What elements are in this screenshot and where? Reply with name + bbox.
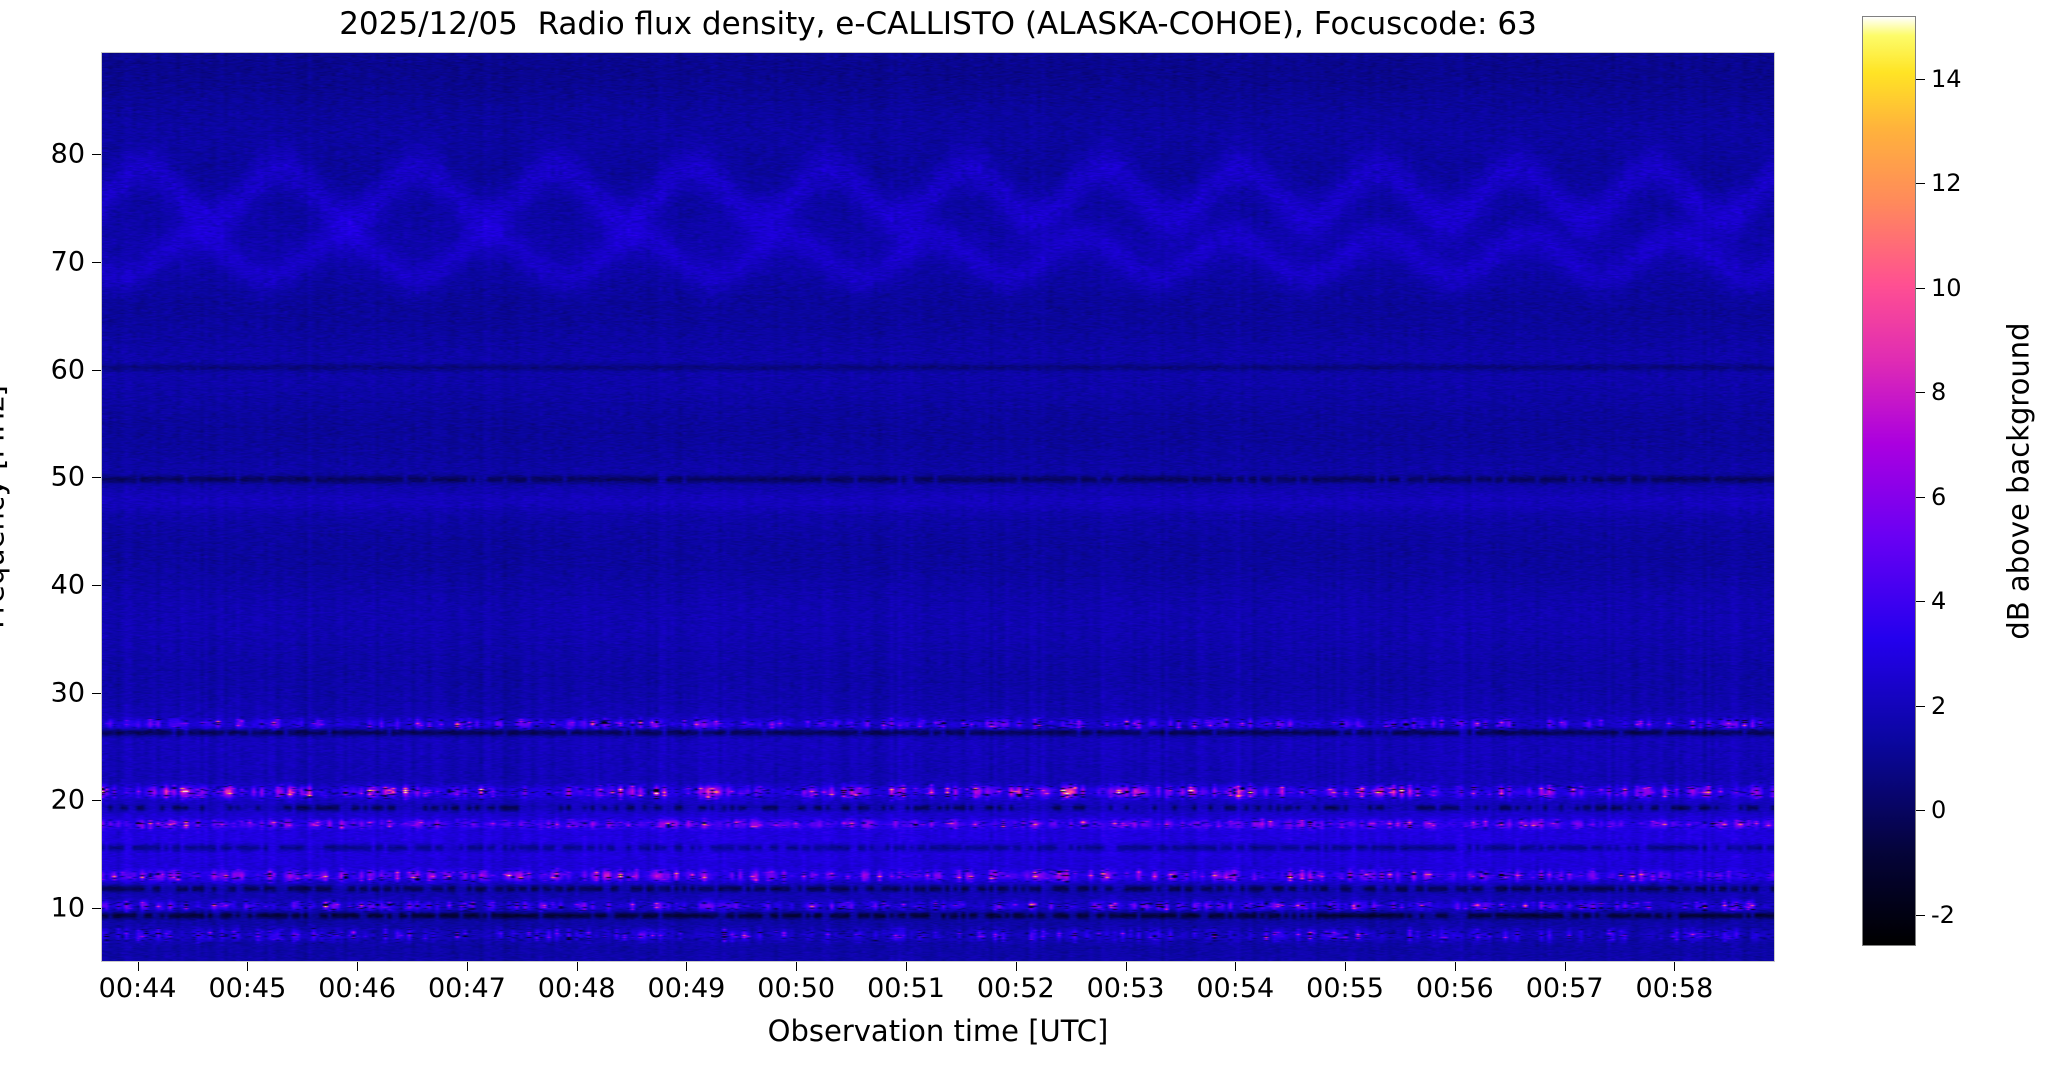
y-axis-label: Frequency [MHz] [0,385,11,629]
colorbar-tick [1916,287,1925,289]
colorbar-tick [1916,496,1925,498]
colorbar-tick [1916,601,1925,603]
colorbar-tick [1916,810,1925,812]
x-axis-tick-label: 00:46 [318,973,397,1004]
colorbar-tick [1916,78,1925,80]
y-axis-tick-label: 60 [50,354,85,386]
x-axis-ticks: 00:44 00:45 00:46 00:47 00:48 00:49 00:50 00:51… [98,962,1775,1022]
colorbar-gradient [1863,17,1915,945]
x-axis-tick-label: 00:44 [98,973,177,1004]
colorbar-tick-label: 6 [1931,482,1947,511]
x-axis-tick-label: 00:45 [208,973,287,1004]
colorbar-tick-label: 12 [1931,169,1962,198]
x-axis-tick [905,962,907,971]
x-axis-tick [137,962,139,971]
colorbar-tick-label: 8 [1931,378,1947,407]
x-axis-tick-label: 00:52 [976,973,1055,1004]
x-axis-tick [1454,962,1456,971]
y-axis-tick-label: 10 [50,892,85,924]
colorbar-label: dB above background [2001,322,2036,640]
y-axis-tick [92,154,101,156]
colorbar-tick [1916,914,1925,916]
x-axis-tick [686,962,688,971]
x-axis-tick-label: 00:49 [647,973,726,1004]
x-axis-tick [1235,962,1237,971]
x-axis-tick-label: 00:51 [867,973,945,1004]
colorbar [1862,16,1916,946]
x-axis-tick-label: 00:58 [1635,973,1714,1004]
chart-title: 2025/12/05 Radio flux density, e-CALLIST… [339,6,1537,42]
x-axis-tick-label: 00:56 [1415,973,1494,1004]
spectrogram-axes [101,52,1775,962]
x-axis-tick-label: 00:47 [427,973,506,1004]
spectrogram-heatmap [102,53,1774,961]
x-axis-tick-label: 00:48 [537,973,616,1004]
y-axis-tick [92,692,101,694]
y-axis-tick [92,585,101,587]
y-axis-tick-label: 30 [50,677,85,709]
colorbar-tick [1916,705,1925,707]
colorbar-tick-label: 4 [1931,587,1947,616]
colorbar-tick-label: 14 [1931,64,1962,93]
colorbar-tick-label: 2 [1931,691,1947,720]
x-axis-tick-label: 00:53 [1086,973,1165,1004]
y-axis-tick [92,908,101,910]
x-axis-tick [1345,962,1347,971]
x-axis-tick [1674,962,1676,971]
y-axis-tick-label: 80 [50,138,85,170]
x-axis-tick-label: 00:55 [1306,973,1384,1004]
y-axis-tick [92,262,101,263]
x-axis-tick [466,962,468,971]
colorbar-tick [1916,392,1925,394]
x-axis-tick [1015,962,1017,971]
x-axis-tick [796,962,798,971]
x-axis-label: Observation time [UTC] [767,1014,1109,1048]
y-axis-tick-label: 40 [50,569,85,601]
x-axis-tick [357,962,359,971]
x-axis-tick-label: 00:54 [1196,973,1275,1004]
y-axis-tick [92,800,101,802]
x-axis-tick-label: 00:50 [757,973,836,1004]
y-axis-tick [92,369,101,371]
y-axis-tick [92,477,101,479]
x-axis-tick [247,962,249,971]
colorbar-tick-label: 0 [1931,796,1947,825]
colorbar-ticks: -2 0 2 4 6 8 10 12 14 [1916,16,2036,946]
colorbar-tick-label: -2 [1931,900,1955,929]
y-axis-tick-label: 70 [50,246,85,278]
colorbar-tick-label: 10 [1931,273,1962,302]
y-axis-ticks: 80 70 60 50 40 30 20 10 [0,52,101,962]
x-axis-tick [1564,962,1566,971]
colorbar-tick [1916,183,1925,185]
y-axis-tick-label: 20 [50,784,85,816]
y-axis-tick-label: 50 [50,461,85,493]
x-axis-tick [1125,962,1127,971]
x-axis-tick [576,962,578,971]
x-axis-tick-label: 00:57 [1525,973,1604,1004]
